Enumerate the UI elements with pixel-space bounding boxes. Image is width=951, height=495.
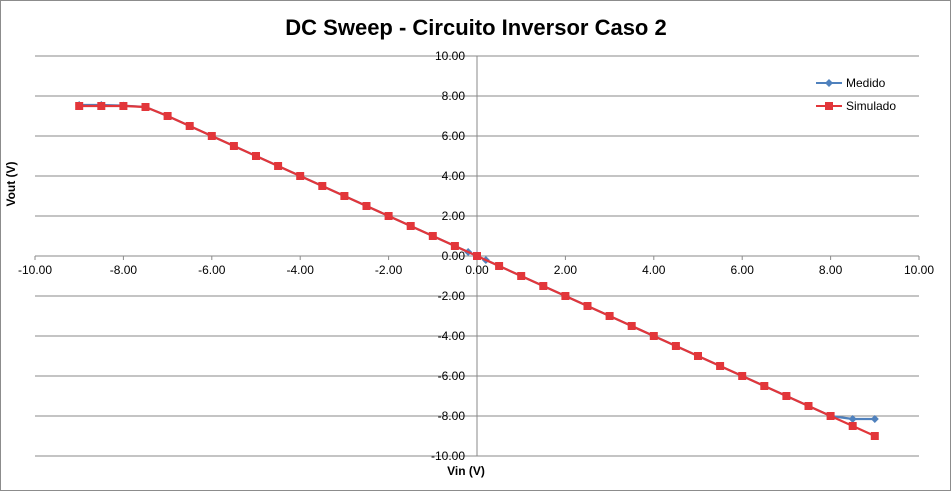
data-point-simulado bbox=[450, 242, 459, 250]
x-tick-label: -8.00 bbox=[110, 263, 138, 277]
data-point-simulado bbox=[384, 212, 393, 220]
data-point-simulado bbox=[782, 392, 791, 400]
x-tick-label: 6.00 bbox=[731, 263, 755, 277]
x-tick-label: 2.00 bbox=[554, 263, 578, 277]
data-point-simulado bbox=[627, 322, 636, 330]
data-point-simulado bbox=[141, 103, 150, 111]
data-point-simulado bbox=[252, 152, 260, 160]
data-point-simulado bbox=[428, 232, 437, 240]
x-tick-label: 10.00 bbox=[904, 263, 934, 277]
x-tick-label: -4.00 bbox=[287, 263, 315, 277]
legend-label-simulado: Simulado bbox=[846, 99, 896, 113]
data-point-simulado bbox=[406, 222, 415, 230]
data-point-simulado bbox=[848, 422, 857, 430]
data-point-simulado bbox=[694, 352, 702, 360]
y-tick-label: -6.00 bbox=[438, 369, 466, 383]
data-point-simulado bbox=[97, 102, 106, 110]
x-tick-label: 4.00 bbox=[642, 263, 666, 277]
data-point-simulado bbox=[649, 332, 658, 340]
data-point-simulado bbox=[473, 252, 481, 260]
y-tick-label: -8.00 bbox=[438, 409, 466, 423]
x-tick-label: -10.00 bbox=[18, 263, 52, 277]
chart-title: DC Sweep - Circuito Inversor Caso 2 bbox=[285, 15, 666, 40]
data-point-simulado bbox=[738, 372, 747, 380]
data-point-medido bbox=[848, 415, 857, 423]
x-tick-labels: -10.00 -8.00 -6.00 -4.00 -2.00 0.00 2.00 4.00 6.… bbox=[18, 263, 934, 277]
y-tick-label: 8.00 bbox=[442, 89, 466, 103]
y-tick-labels: 10.00 8.00 6.00 4.00 2.00 0.00 -2.00 -4.00 -6.00… bbox=[431, 49, 465, 463]
series-layer bbox=[75, 101, 879, 440]
legend: Medido Simulado bbox=[816, 76, 896, 113]
data-point-simulado bbox=[75, 102, 84, 110]
y-tick-label: -2.00 bbox=[438, 289, 466, 303]
data-point-simulado bbox=[495, 262, 504, 270]
data-point-simulado bbox=[340, 192, 349, 200]
series-simulado bbox=[75, 102, 879, 440]
data-point-simulado bbox=[826, 412, 835, 420]
data-point-simulado bbox=[362, 202, 371, 210]
data-point-simulado bbox=[671, 342, 680, 350]
x-tick-label: 0.00 bbox=[465, 263, 489, 277]
data-point-simulado bbox=[185, 122, 194, 130]
y-tick-label: 10.00 bbox=[435, 49, 465, 63]
y-tick-label: -4.00 bbox=[438, 329, 466, 343]
data-point-simulado bbox=[207, 132, 216, 140]
data-point-simulado bbox=[539, 282, 548, 290]
legend-item-simulado: Simulado bbox=[816, 99, 896, 113]
data-point-simulado bbox=[870, 432, 879, 440]
data-point-simulado bbox=[561, 292, 570, 300]
data-point-simulado bbox=[119, 102, 128, 110]
legend-marker-simulado bbox=[825, 102, 833, 110]
data-point-simulado bbox=[605, 312, 614, 320]
data-point-simulado bbox=[716, 362, 725, 370]
data-point-simulado bbox=[318, 182, 327, 190]
data-point-simulado bbox=[760, 382, 769, 390]
legend-label-medido: Medido bbox=[846, 76, 886, 90]
y-axis-label: Vout (V) bbox=[4, 161, 18, 206]
data-point-simulado bbox=[583, 302, 592, 310]
y-tick-label: 2.00 bbox=[442, 209, 466, 223]
y-tick-label: 0.00 bbox=[442, 249, 466, 263]
data-point-simulado bbox=[804, 402, 813, 410]
legend-marker-medido bbox=[825, 79, 833, 87]
data-point-medido bbox=[870, 415, 879, 423]
data-point-simulado bbox=[296, 172, 305, 180]
legend-item-medido: Medido bbox=[816, 76, 886, 90]
x-tick-label: 8.00 bbox=[819, 263, 843, 277]
data-point-simulado bbox=[517, 272, 526, 280]
data-point-simulado bbox=[163, 112, 172, 120]
x-tick-label: -2.00 bbox=[375, 263, 403, 277]
y-tick-label: -10.00 bbox=[431, 449, 465, 463]
y-tick-label: 6.00 bbox=[442, 129, 466, 143]
x-axis-label: Vin (V) bbox=[447, 464, 485, 478]
x-tick-label: -6.00 bbox=[198, 263, 226, 277]
data-point-simulado bbox=[229, 142, 238, 150]
y-tick-label: 4.00 bbox=[442, 169, 466, 183]
data-point-simulado bbox=[274, 162, 283, 170]
